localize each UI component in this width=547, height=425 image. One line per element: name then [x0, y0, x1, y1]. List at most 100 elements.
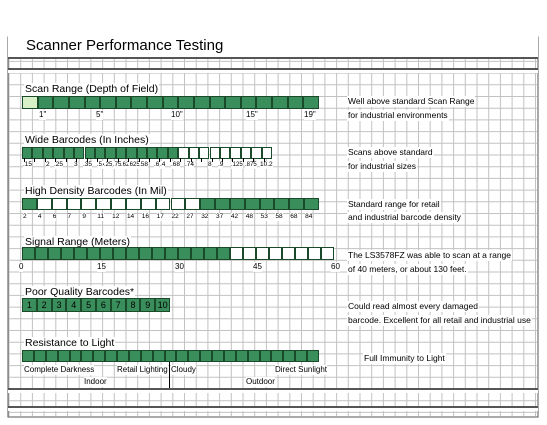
quality-box — [81, 298, 96, 312]
quality-box — [110, 298, 126, 312]
tick-label: 15" — [246, 110, 258, 120]
quality-digit: 10 — [157, 300, 168, 310]
bar-segment — [69, 350, 82, 362]
bar-segment — [287, 96, 304, 109]
bar-segment — [136, 147, 147, 159]
bar-segment — [223, 350, 236, 362]
light-marker-line — [169, 362, 170, 388]
tick-label: .25 — [104, 161, 113, 169]
bar-segment — [139, 247, 152, 260]
tick-label: 53 — [260, 213, 268, 221]
tick-marker — [169, 158, 171, 162]
bar-segment — [53, 147, 64, 159]
tick-label: 8 — [208, 161, 212, 169]
bar-segment — [165, 247, 178, 260]
bar-segment — [152, 247, 165, 260]
quality-digit: 8 — [130, 300, 136, 310]
bar-segment — [42, 147, 54, 159]
bar-segment — [283, 350, 296, 362]
quality-box — [125, 298, 141, 312]
light-label: Direct Sunlight — [275, 365, 328, 375]
bar-segment — [45, 350, 58, 362]
section-note-line1: Full Immunity to Light — [363, 353, 446, 364]
tick-label: .74 — [185, 161, 195, 169]
bar-segment — [178, 96, 194, 109]
light-label: Outdoor — [246, 377, 275, 387]
quality-digit: 7 — [115, 300, 121, 310]
bar-segment — [84, 96, 101, 109]
section-note-line2: and industrial barcode density — [347, 212, 462, 223]
tick-label: 22 — [171, 213, 179, 221]
quality-box — [22, 298, 37, 312]
bar-segment — [193, 96, 210, 109]
bar-segment — [167, 147, 179, 159]
bar-segment — [51, 198, 67, 210]
tick-label: .5 — [97, 161, 103, 169]
bar-segment — [61, 247, 74, 260]
section-note-line1: Well above standard Scan Range — [347, 96, 476, 107]
section-title: Scan Range (Depth of Field) — [24, 83, 160, 96]
bar-segment — [178, 147, 189, 159]
bar-segment — [113, 247, 126, 260]
bar-segment — [53, 96, 69, 109]
tick-marker — [128, 158, 130, 162]
bar-segment — [272, 96, 288, 109]
light-label: Complete Darkness — [24, 365, 95, 375]
tick-label: 37 — [216, 213, 224, 221]
tick-label: 42 — [230, 213, 239, 221]
bar-segment — [157, 147, 168, 159]
bar-segment — [87, 247, 100, 260]
quality-digit: 3 — [56, 300, 62, 310]
bar-segment — [96, 198, 112, 210]
tick-label: .625 — [121, 161, 133, 169]
bar-segment — [274, 198, 290, 210]
tick-marker — [242, 158, 244, 162]
bar-segment — [295, 247, 308, 260]
quality-digit: 6 — [100, 300, 106, 310]
bar-segment — [240, 147, 252, 159]
tick-label: .58 — [139, 161, 149, 169]
tick-label: 14 — [126, 213, 135, 221]
bar-segment — [204, 247, 217, 260]
bar-segment — [251, 147, 262, 159]
bar-segment — [271, 350, 284, 362]
quality-digit: 5 — [86, 300, 92, 310]
bar-segment — [155, 198, 171, 210]
tick-marker — [86, 158, 88, 162]
bar-segment — [131, 96, 148, 109]
bar-segment — [247, 350, 260, 362]
bar-segment — [243, 247, 256, 260]
bar-segment — [22, 350, 34, 362]
bar-segment — [209, 96, 226, 109]
tick-label: 0 — [19, 262, 24, 272]
bar-segment — [74, 247, 87, 260]
bar-segment — [200, 350, 213, 362]
bar-segment — [105, 147, 116, 159]
bar-segment — [22, 147, 33, 159]
bar-segment — [57, 350, 70, 362]
bar-segment — [307, 350, 319, 362]
bar-segment — [225, 96, 241, 109]
bar-segment — [256, 96, 273, 109]
tick-label: 11 — [97, 213, 104, 221]
tick-label: 32 — [201, 213, 209, 221]
tick-label: 1" — [39, 110, 47, 120]
tick-marker — [24, 158, 25, 162]
bar-segment — [295, 350, 308, 362]
bar-segment — [94, 147, 106, 159]
tick-marker — [55, 158, 57, 162]
bar-segment — [269, 247, 282, 260]
bar-segment — [188, 147, 200, 159]
bar-segment — [215, 198, 230, 210]
bar-segment — [229, 198, 245, 210]
separator — [8, 388, 538, 393]
bar-segment — [140, 350, 153, 362]
bar-segment — [115, 96, 132, 109]
bar-segment — [100, 247, 113, 260]
bar-segment — [209, 147, 220, 159]
quality-box — [36, 298, 52, 312]
bar-segment — [74, 147, 85, 159]
section-note-line2: barcode. Excellent for all retail and in… — [347, 315, 532, 326]
section-title: Resistance to Light — [24, 337, 116, 350]
bar-segment — [128, 350, 141, 362]
